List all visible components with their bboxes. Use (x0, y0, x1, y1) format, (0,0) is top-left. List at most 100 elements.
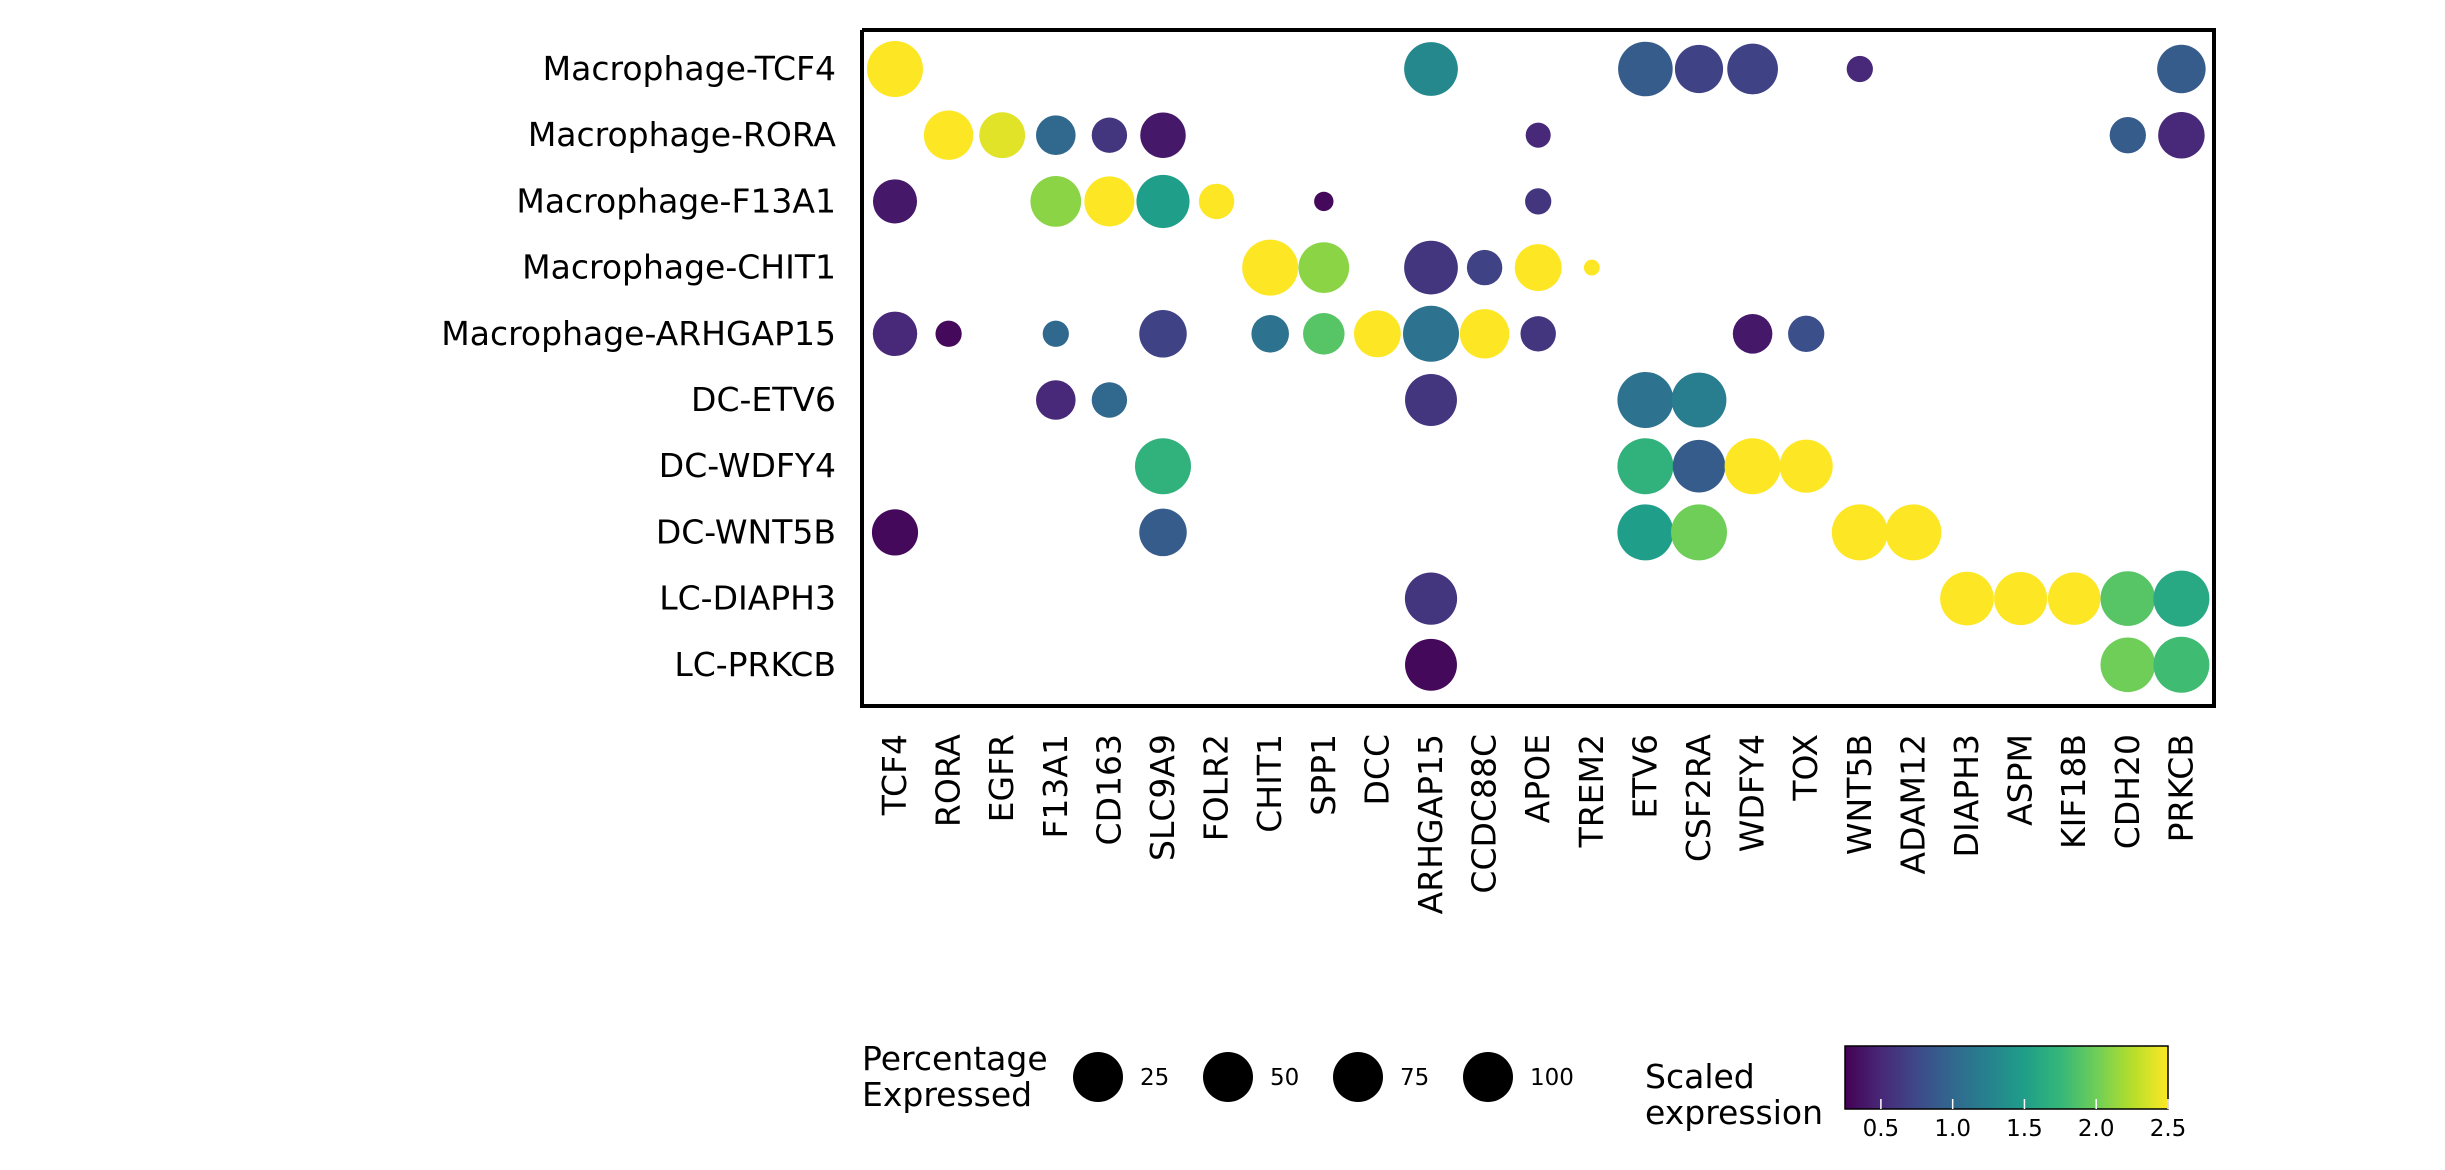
dot-macrophage-arhgap15-dcc (1353, 310, 1401, 358)
dot-macrophage-rora-slc9a9 (1140, 112, 1186, 158)
dot-macrophage-rora-rora (923, 110, 974, 160)
dot-macrophage-f13a1-slc9a9 (1136, 174, 1190, 228)
row-label-macrophage-f13a1: Macrophage-F13A1 (516, 181, 836, 220)
size-legend-title-line2: Expressed (862, 1075, 1032, 1114)
dot-macrophage-arhgap15-f13a1 (1042, 320, 1069, 347)
dot-dc-etv6-csf2ra (1671, 372, 1727, 428)
row-label-macrophage-tcf4: Macrophage-TCF4 (543, 49, 836, 88)
dot-macrophage-tcf4-arhgap15 (1404, 42, 1458, 96)
dot-dc-etv6-arhgap15 (1405, 374, 1457, 426)
dot-lc-diaph3-diaph3 (1940, 571, 1994, 626)
row-label-macrophage-chit1: Macrophage-CHIT1 (522, 248, 836, 287)
column-label-adam12: ADAM12 (1893, 734, 1932, 874)
dot-macrophage-arhgap15-chit1 (1251, 315, 1289, 353)
dot-macrophage-f13a1-apoe (1525, 188, 1552, 215)
dot-macrophage-tcf4-etv6 (1618, 41, 1673, 97)
dot-dc-wdfy4-etv6 (1617, 438, 1674, 495)
size-legend: Percentage Expressed 25 50 75 100 (862, 1039, 1574, 1114)
row-label-dc-etv6: DC-ETV6 (691, 380, 836, 419)
column-label-diaph3: DIAPH3 (1947, 734, 1986, 857)
column-label-kif18b: KIF18B (2054, 734, 2093, 849)
column-label-apoe: APOE (1518, 734, 1557, 823)
color-legend-title-line1: Scaled (1645, 1057, 1755, 1096)
dot-macrophage-chit1-ccdc88c (1466, 249, 1503, 286)
row-label-dc-wnt5b: DC-WNT5B (656, 512, 836, 551)
dot-dc-etv6-cd163 (1091, 382, 1128, 418)
dot-macrophage-arhgap15-spp1 (1303, 313, 1345, 355)
row-labels: Macrophage-TCF4 Macrophage-RORA Macrophage… (441, 49, 836, 684)
plot-frame (860, 28, 2216, 708)
column-label-slc9a9: SLC9A9 (1143, 734, 1182, 861)
dot-lc-diaph3-aspm (1994, 572, 2048, 626)
dot-dc-etv6-f13a1 (1036, 380, 1076, 420)
color-legend-title-line2: expression (1645, 1093, 1823, 1132)
size-legend-label-100: 100 (1530, 1065, 1574, 1091)
legend: Percentage Expressed 25 50 75 100 Scaled ex… (862, 1039, 2186, 1142)
dot-macrophage-f13a1-f13a1 (1030, 176, 1082, 227)
colorbar-tick-label: 1.5 (2006, 1116, 2043, 1142)
size-legend-label-50: 50 (1270, 1065, 1299, 1091)
dot-macrophage-chit1-apoe (1514, 244, 1562, 292)
column-label-spp1: SPP1 (1304, 734, 1343, 816)
dot-lc-diaph3-arhgap15 (1404, 572, 1458, 625)
colorbar-tick-label: 1.0 (1934, 1116, 1971, 1142)
size-legend-dot-75 (1333, 1052, 1383, 1102)
size-legend-label-75: 75 (1400, 1065, 1429, 1091)
dot-dc-wdfy4-tox (1779, 439, 1833, 493)
dot-macrophage-arhgap15-apoe (1520, 316, 1556, 352)
dot-macrophage-arhgap15-rora (935, 320, 962, 347)
dot-macrophage-arhgap15-arhgap15 (1403, 305, 1459, 362)
column-label-cdh20: CDH20 (2108, 734, 2147, 849)
column-label-wnt5b: WNT5B (1840, 734, 1879, 855)
dot-dc-wnt5b-adam12 (1885, 504, 1942, 561)
dot-dc-wnt5b-csf2ra (1671, 504, 1727, 561)
size-legend-label-25: 25 (1140, 1065, 1169, 1091)
dot-macrophage-f13a1-spp1 (1314, 191, 1334, 212)
dot-macrophage-arhgap15-tox (1788, 315, 1825, 352)
dot-macrophage-tcf4-tcf4 (867, 41, 923, 97)
column-label-folr2: FOLR2 (1197, 734, 1236, 841)
column-label-chit1: CHIT1 (1250, 734, 1289, 833)
dot-lc-prkcb-prkcb (2153, 636, 2210, 693)
dot-macrophage-f13a1-folr2 (1198, 183, 1235, 220)
column-label-tox: TOX (1786, 734, 1825, 802)
dot-dc-wnt5b-tcf4 (871, 509, 919, 556)
size-legend-title-line1: Percentage (862, 1039, 1048, 1078)
dot-macrophage-arhgap15-ccdc88c (1459, 309, 1510, 359)
dot-macrophage-chit1-spp1 (1298, 242, 1350, 293)
size-legend-dot-50 (1203, 1052, 1253, 1102)
dot-lc-diaph3-prkcb (2153, 570, 2210, 627)
column-label-prkcb: PRKCB (2161, 734, 2200, 842)
row-label-dc-wdfy4: DC-WDFY4 (659, 446, 836, 485)
dot-macrophage-rora-cd163 (1091, 117, 1128, 153)
column-label-trem2: TREM2 (1572, 734, 1611, 848)
dot-macrophage-f13a1-tcf4 (872, 179, 918, 224)
dot-macrophage-tcf4-prkcb (2157, 44, 2206, 94)
column-label-aspm: ASPM (2001, 734, 2040, 826)
dot-macrophage-arhgap15-wdfy4 (1732, 314, 1773, 354)
row-label-macrophage-arhgap15: Macrophage-ARHGAP15 (441, 314, 836, 353)
column-label-egfr: EGFR (982, 734, 1021, 822)
colorbar-tick-label: 2.0 (2078, 1116, 2115, 1142)
column-label-wdfy4: WDFY4 (1733, 734, 1772, 852)
dot-macrophage-rora-egfr (979, 112, 1026, 159)
dot-macrophage-tcf4-wnt5b (1846, 55, 1873, 83)
column-label-tcf4: TCF4 (875, 734, 914, 816)
dot-macrophage-chit1-chit1 (1242, 239, 1299, 296)
dots (867, 41, 2210, 693)
dot-macrophage-arhgap15-tcf4 (872, 311, 918, 357)
dot-macrophage-rora-apoe (1525, 122, 1551, 148)
dot-dc-wdfy4-csf2ra (1672, 439, 1726, 493)
dot-macrophage-chit1-arhgap15 (1404, 240, 1458, 295)
column-label-cd163: CD163 (1089, 734, 1128, 845)
dot-dc-etv6-etv6 (1617, 372, 1674, 428)
dot-macrophage-rora-prkcb (2158, 111, 2205, 159)
dot-macrophage-tcf4-wdfy4 (1727, 43, 1778, 95)
dot-dc-wdfy4-wdfy4 (1724, 438, 1781, 495)
column-label-arhgap15: ARHGAP15 (1411, 734, 1450, 914)
row-label-lc-prkcb: LC-PRKCB (674, 645, 836, 684)
dot-dc-wnt5b-wnt5b (1831, 504, 1888, 561)
dot-dc-wnt5b-etv6 (1617, 504, 1674, 561)
row-label-lc-diaph3: LC-DIAPH3 (659, 579, 836, 618)
